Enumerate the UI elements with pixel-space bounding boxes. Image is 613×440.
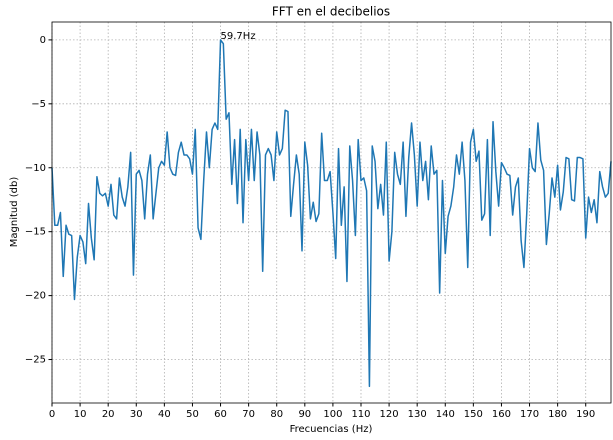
y-tick-label: −5 bbox=[31, 99, 46, 110]
x-tick-label: 0 bbox=[49, 409, 55, 420]
x-tick-label: 30 bbox=[130, 409, 143, 420]
x-tick-label: 70 bbox=[242, 409, 255, 420]
x-tick-label: 170 bbox=[520, 409, 539, 420]
x-tick-label: 50 bbox=[186, 409, 199, 420]
x-tick-label: 180 bbox=[548, 409, 567, 420]
y-tick-label: −15 bbox=[25, 227, 46, 238]
x-tick-label: 80 bbox=[270, 409, 283, 420]
x-tick-label: 40 bbox=[158, 409, 171, 420]
y-tick-label: −25 bbox=[25, 355, 46, 366]
x-tick-label: 110 bbox=[351, 409, 370, 420]
x-tick-label: 100 bbox=[323, 409, 342, 420]
x-tick-label: 120 bbox=[380, 409, 399, 420]
y-tick-label: −20 bbox=[25, 291, 46, 302]
x-axis-label: Frecuencias (Hz) bbox=[290, 424, 373, 435]
x-tick-label: 140 bbox=[436, 409, 455, 420]
x-tick-label: 90 bbox=[298, 409, 311, 420]
line bbox=[51, 39, 612, 388]
x-tick-label: 10 bbox=[74, 409, 87, 420]
x-tick-label: 60 bbox=[214, 409, 227, 420]
x-tick-label: 160 bbox=[492, 409, 511, 420]
plot-frame bbox=[51, 21, 612, 404]
annotation: 59.7Hz bbox=[221, 31, 256, 42]
y-axis-label: Magnitud (db) bbox=[9, 177, 20, 248]
x-tick-label: 150 bbox=[464, 409, 483, 420]
y-tick-label: 0 bbox=[40, 35, 46, 46]
x-tick-label: 20 bbox=[102, 409, 115, 420]
x-tick-label: 130 bbox=[408, 409, 427, 420]
x-tick-label: 190 bbox=[576, 409, 595, 420]
chart-title: FFT en el decibelios bbox=[272, 5, 390, 19]
y-tick-label: −10 bbox=[25, 163, 46, 174]
